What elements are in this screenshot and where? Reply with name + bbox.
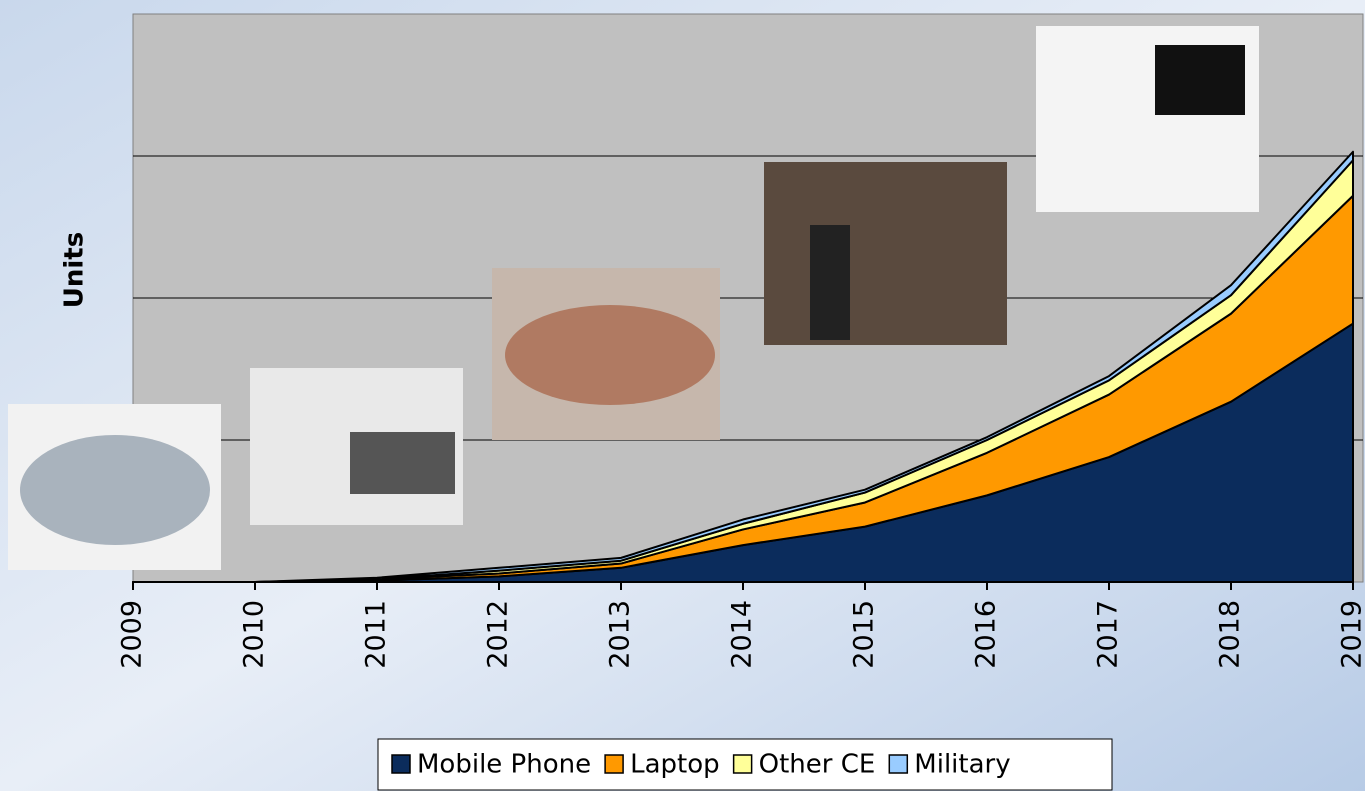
photo-laptop-screen: [1155, 45, 1245, 115]
x-tick-label: 2009: [117, 600, 148, 669]
x-tick-label: 2013: [605, 600, 636, 669]
x-tick-label: 2019: [1337, 600, 1365, 669]
x-tick-label: 2014: [727, 600, 758, 669]
photos: [8, 26, 1259, 570]
x-tick-label: 2018: [1215, 600, 1246, 669]
photo-finger-shape: [505, 305, 715, 405]
photo-car-body: [20, 435, 210, 545]
photo-phone: [810, 225, 850, 340]
legend-swatch: [732, 754, 753, 774]
x-tick-label: 2015: [849, 600, 880, 669]
area: [132, 150, 1354, 583]
photo-phones: [764, 162, 1007, 345]
legend-swatch: [391, 754, 411, 774]
legend-label: Other CE: [759, 750, 876, 780]
x-tick-label: 2011: [361, 600, 392, 669]
legend-swatch: [604, 754, 624, 774]
x-tick-label: 2010: [239, 600, 270, 669]
x-tick-label: 2016: [971, 600, 1002, 669]
x-tick-label: 2017: [1093, 600, 1124, 669]
legend-label: Mobile Phone: [417, 750, 591, 780]
legend-swatch: [888, 754, 909, 774]
y-axis-label: Units: [60, 232, 90, 308]
legend-label: Laptop: [630, 750, 720, 780]
photo-charger-device: [350, 432, 455, 494]
x-tick-label: 2012: [483, 600, 514, 669]
legend-label: Military: [914, 750, 1010, 780]
